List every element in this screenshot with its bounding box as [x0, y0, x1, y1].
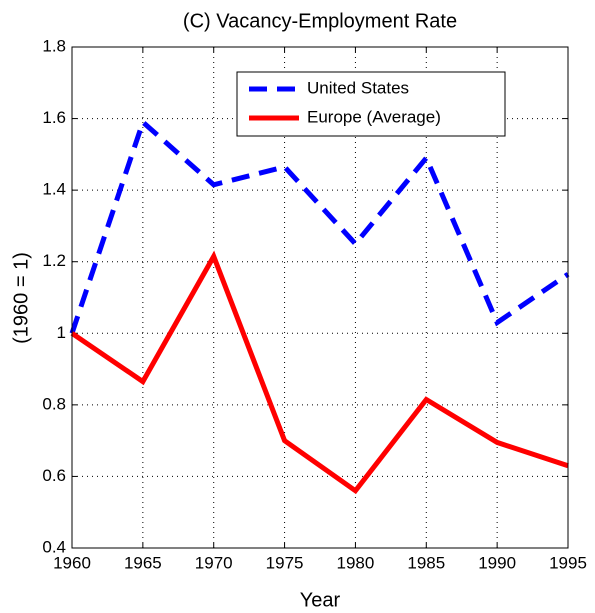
- x-axis-label: Year: [300, 589, 341, 611]
- x-tick-label: 1970: [195, 553, 233, 572]
- legend-box: [236, 71, 506, 137]
- x-tick-label: 1960: [53, 553, 91, 572]
- y-tick-label: 1.8: [42, 36, 66, 55]
- x-tick-label: 1985: [407, 553, 445, 572]
- y-tick-label: 0.6: [42, 466, 66, 485]
- y-tick-label: 0.8: [42, 394, 66, 413]
- y-axis-label: (1960 = 1): [10, 252, 32, 344]
- y-tick-label: 1.2: [42, 251, 66, 270]
- x-tick-label: 1990: [478, 553, 516, 572]
- x-tick-label: 1965: [124, 553, 162, 572]
- legend-label: United States: [307, 78, 409, 97]
- series-line: [69, 117, 570, 335]
- plot-frame: [71, 46, 569, 549]
- x-tick-label: 1975: [266, 553, 304, 572]
- series-line: [70, 250, 569, 495]
- x-tick-label: 1980: [337, 553, 375, 572]
- legend-label: Europe (Average): [307, 107, 441, 126]
- y-tick-label: 0.4: [42, 537, 66, 556]
- chart-title: (C) Vacancy-Employment Rate: [183, 10, 457, 32]
- y-tick-label: 1: [57, 323, 66, 342]
- y-tick-label: 1.6: [42, 108, 66, 127]
- x-tick-label: 1995: [549, 553, 587, 572]
- y-tick-label: 1.4: [42, 180, 66, 199]
